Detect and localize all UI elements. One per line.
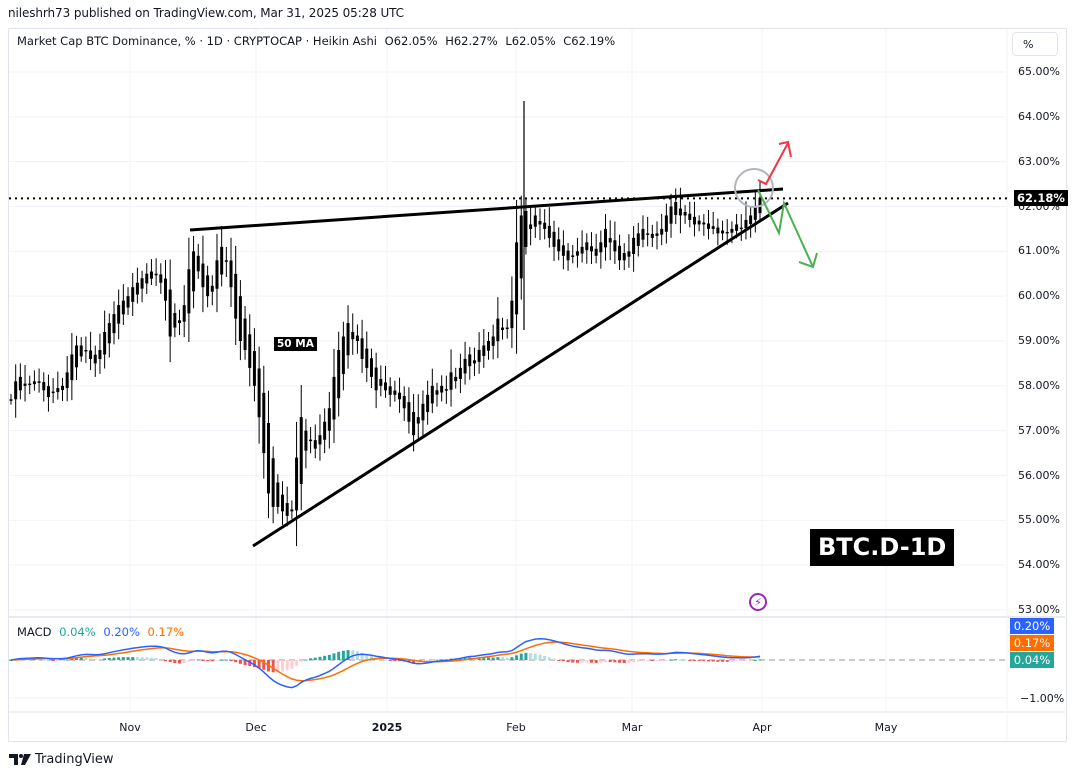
price-axis-label: 64.00%: [1018, 109, 1060, 123]
last-price-tag: 62.18%: [1014, 190, 1068, 206]
lightning-icon[interactable]: ⚡: [749, 593, 767, 611]
price-axis-label: 58.00%: [1018, 378, 1060, 392]
price-axis-label: 59.00%: [1018, 334, 1060, 347]
candles: [9, 181, 762, 547]
legend-high: H62.27%: [445, 34, 498, 48]
macd-line: [10, 638, 761, 689]
chart-legend: Market Cap BTC Dominance, % · 1D · CRYPT…: [17, 34, 619, 48]
time-axis-label: 2025: [371, 721, 403, 734]
price-axis-label: 55.00%: [1018, 513, 1060, 527]
time-axis-label: May: [874, 721, 898, 734]
highlight-circle: [734, 168, 774, 208]
time-axis-label: Nov: [119, 721, 141, 734]
macd-signal-value: 0.17%: [147, 625, 185, 639]
time-axis-label: Mar: [621, 721, 643, 734]
macd-legend: MACD 0.04% 0.20% 0.17%: [17, 625, 188, 639]
support-trendline: [252, 201, 789, 548]
legend-low: L62.05%: [505, 34, 556, 48]
time-axis-label: Dec: [245, 721, 267, 734]
price-axis-label: 53.00%: [1018, 603, 1060, 616]
time-axis-label: Feb: [506, 721, 526, 734]
price-axis-label: 61.00%: [1018, 244, 1060, 258]
legend-open: O62.05%: [384, 34, 438, 48]
price-axis-label: 63.00%: [1018, 154, 1060, 168]
price-axis-label: 65.00%: [1018, 65, 1060, 78]
macd-signal-tag: 0.17%: [1010, 635, 1054, 651]
ma-label: 50 MA: [274, 337, 317, 351]
tradingview-brand: TradingView: [35, 752, 114, 767]
macd-hist-value: 0.04%: [59, 625, 96, 639]
tradingview-logo-icon: [9, 754, 31, 765]
arrow-up-icon: [757, 142, 789, 186]
time-axis-label: Apr: [752, 721, 772, 734]
price-axis-label: 60.00%: [1018, 289, 1060, 303]
tradingview-logo[interactable]: TradingView: [9, 752, 114, 767]
lightning-glyph: ⚡: [754, 595, 762, 609]
price-axis-label: 56.00%: [1018, 468, 1060, 482]
macd-line-tag: 0.20%: [1010, 618, 1054, 634]
resistance-trendline: [189, 187, 784, 232]
publisher-line: nileshrh73 published on TradingView.com,…: [8, 6, 404, 20]
price-axis-label: 54.00%: [1018, 558, 1060, 572]
legend-title: Market Cap BTC Dominance, % · 1D · CRYPT…: [17, 34, 377, 48]
macd-line-value: 0.20%: [103, 625, 140, 639]
chart-frame: [8, 28, 1067, 742]
legend-close: C62.19%: [563, 34, 616, 48]
price-axis-label: 57.00%: [1018, 423, 1060, 437]
macd-label: MACD: [17, 625, 52, 639]
signal-line: [10, 641, 761, 682]
price-unit-button[interactable]: %: [1012, 32, 1058, 56]
macd-axis-label: −1.00%: [1020, 692, 1065, 705]
macd-hist-tag: 0.04%: [1010, 652, 1054, 668]
arrow-down-icon: [757, 189, 814, 268]
symbol-badge: BTC.D-1D: [810, 529, 955, 566]
